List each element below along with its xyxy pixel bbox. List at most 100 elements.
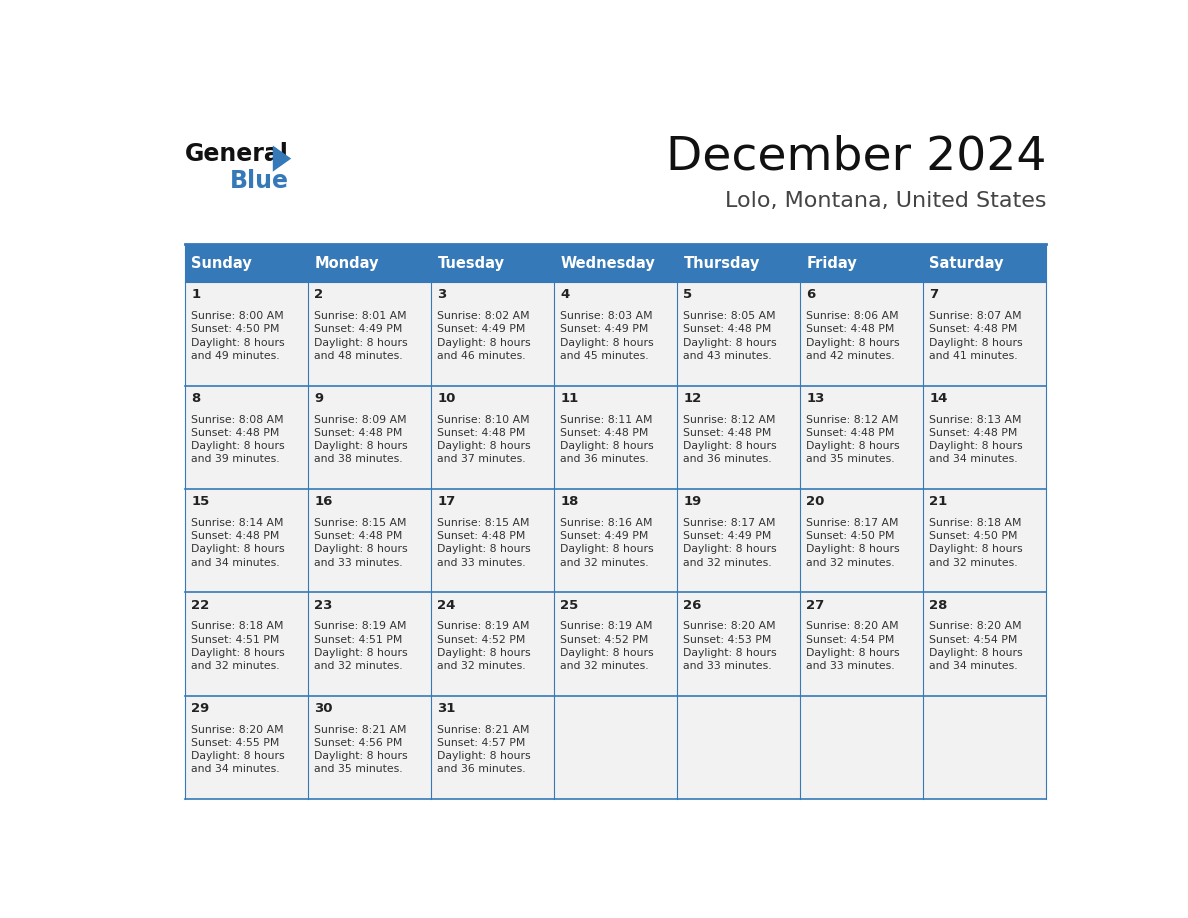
Bar: [677, 696, 801, 800]
Text: 7: 7: [929, 288, 939, 301]
Text: Sunrise: 8:11 AM
Sunset: 4:48 PM
Daylight: 8 hours
and 36 minutes.: Sunrise: 8:11 AM Sunset: 4:48 PM Dayligh…: [561, 415, 655, 465]
Text: Sunrise: 8:18 AM
Sunset: 4:50 PM
Daylight: 8 hours
and 32 minutes.: Sunrise: 8:18 AM Sunset: 4:50 PM Dayligh…: [929, 518, 1023, 567]
Text: Sunrise: 8:19 AM
Sunset: 4:52 PM
Daylight: 8 hours
and 32 minutes.: Sunrise: 8:19 AM Sunset: 4:52 PM Dayligh…: [437, 621, 531, 671]
Text: December 2024: December 2024: [665, 135, 1047, 180]
Text: Sunrise: 8:12 AM
Sunset: 4:48 PM
Daylight: 8 hours
and 36 minutes.: Sunrise: 8:12 AM Sunset: 4:48 PM Dayligh…: [683, 415, 777, 465]
Bar: [923, 592, 1047, 696]
Text: Lolo, Montana, United States: Lolo, Montana, United States: [725, 192, 1047, 211]
Text: 5: 5: [683, 288, 693, 301]
Text: 23: 23: [315, 599, 333, 611]
Bar: [555, 386, 677, 489]
Text: 31: 31: [437, 702, 456, 715]
Bar: [185, 592, 309, 696]
Bar: [309, 244, 431, 282]
Bar: [677, 489, 801, 592]
Text: Sunrise: 8:08 AM
Sunset: 4:48 PM
Daylight: 8 hours
and 39 minutes.: Sunrise: 8:08 AM Sunset: 4:48 PM Dayligh…: [191, 415, 285, 465]
Text: 10: 10: [437, 392, 456, 405]
Text: 30: 30: [315, 702, 333, 715]
Text: 8: 8: [191, 392, 201, 405]
Text: General: General: [185, 142, 289, 166]
Text: Sunrise: 8:21 AM
Sunset: 4:57 PM
Daylight: 8 hours
and 36 minutes.: Sunrise: 8:21 AM Sunset: 4:57 PM Dayligh…: [437, 725, 531, 775]
Text: Sunrise: 8:00 AM
Sunset: 4:50 PM
Daylight: 8 hours
and 49 minutes.: Sunrise: 8:00 AM Sunset: 4:50 PM Dayligh…: [191, 311, 285, 361]
Bar: [555, 696, 677, 800]
Text: Sunrise: 8:14 AM
Sunset: 4:48 PM
Daylight: 8 hours
and 34 minutes.: Sunrise: 8:14 AM Sunset: 4:48 PM Dayligh…: [191, 518, 285, 567]
Bar: [555, 489, 677, 592]
Text: Sunrise: 8:09 AM
Sunset: 4:48 PM
Daylight: 8 hours
and 38 minutes.: Sunrise: 8:09 AM Sunset: 4:48 PM Dayligh…: [315, 415, 409, 465]
Bar: [555, 592, 677, 696]
Text: Sunrise: 8:13 AM
Sunset: 4:48 PM
Daylight: 8 hours
and 34 minutes.: Sunrise: 8:13 AM Sunset: 4:48 PM Dayligh…: [929, 415, 1023, 465]
Text: 3: 3: [437, 288, 447, 301]
Text: Friday: Friday: [807, 256, 857, 271]
Text: 29: 29: [191, 702, 210, 715]
Text: Sunrise: 8:02 AM
Sunset: 4:49 PM
Daylight: 8 hours
and 46 minutes.: Sunrise: 8:02 AM Sunset: 4:49 PM Dayligh…: [437, 311, 531, 361]
Text: Sunrise: 8:12 AM
Sunset: 4:48 PM
Daylight: 8 hours
and 35 minutes.: Sunrise: 8:12 AM Sunset: 4:48 PM Dayligh…: [807, 415, 901, 465]
Text: Sunday: Sunday: [191, 256, 252, 271]
Bar: [801, 244, 923, 282]
Bar: [923, 696, 1047, 800]
Text: Sunrise: 8:19 AM
Sunset: 4:52 PM
Daylight: 8 hours
and 32 minutes.: Sunrise: 8:19 AM Sunset: 4:52 PM Dayligh…: [561, 621, 655, 671]
Bar: [801, 592, 923, 696]
Text: Thursday: Thursday: [683, 256, 760, 271]
Bar: [555, 282, 677, 386]
Text: Sunrise: 8:05 AM
Sunset: 4:48 PM
Daylight: 8 hours
and 43 minutes.: Sunrise: 8:05 AM Sunset: 4:48 PM Dayligh…: [683, 311, 777, 361]
Bar: [431, 696, 555, 800]
Text: 14: 14: [929, 392, 948, 405]
Text: 20: 20: [807, 496, 824, 509]
Text: 26: 26: [683, 599, 702, 611]
Bar: [309, 386, 431, 489]
Text: Sunrise: 8:21 AM
Sunset: 4:56 PM
Daylight: 8 hours
and 35 minutes.: Sunrise: 8:21 AM Sunset: 4:56 PM Dayligh…: [315, 725, 409, 775]
Bar: [923, 244, 1047, 282]
Text: 12: 12: [683, 392, 702, 405]
Bar: [185, 244, 309, 282]
Text: 13: 13: [807, 392, 824, 405]
Bar: [431, 244, 555, 282]
Text: Sunrise: 8:06 AM
Sunset: 4:48 PM
Daylight: 8 hours
and 42 minutes.: Sunrise: 8:06 AM Sunset: 4:48 PM Dayligh…: [807, 311, 901, 361]
Text: Sunrise: 8:10 AM
Sunset: 4:48 PM
Daylight: 8 hours
and 37 minutes.: Sunrise: 8:10 AM Sunset: 4:48 PM Dayligh…: [437, 415, 531, 465]
Text: Sunrise: 8:19 AM
Sunset: 4:51 PM
Daylight: 8 hours
and 32 minutes.: Sunrise: 8:19 AM Sunset: 4:51 PM Dayligh…: [315, 621, 409, 671]
Bar: [185, 489, 309, 592]
Text: 22: 22: [191, 599, 210, 611]
Bar: [801, 696, 923, 800]
Text: 16: 16: [315, 496, 333, 509]
Text: 21: 21: [929, 496, 948, 509]
Text: Tuesday: Tuesday: [437, 256, 505, 271]
Bar: [923, 282, 1047, 386]
Text: 11: 11: [561, 392, 579, 405]
Bar: [677, 592, 801, 696]
Text: 19: 19: [683, 496, 702, 509]
Text: Blue: Blue: [229, 169, 289, 193]
Bar: [677, 386, 801, 489]
Text: 15: 15: [191, 496, 210, 509]
Bar: [923, 386, 1047, 489]
Text: 28: 28: [929, 599, 948, 611]
Bar: [431, 386, 555, 489]
Bar: [309, 489, 431, 592]
Bar: [923, 489, 1047, 592]
Bar: [309, 696, 431, 800]
Bar: [677, 244, 801, 282]
Text: Sunrise: 8:20 AM
Sunset: 4:54 PM
Daylight: 8 hours
and 33 minutes.: Sunrise: 8:20 AM Sunset: 4:54 PM Dayligh…: [807, 621, 901, 671]
Text: 27: 27: [807, 599, 824, 611]
Bar: [431, 489, 555, 592]
Text: 1: 1: [191, 288, 201, 301]
Text: Sunrise: 8:20 AM
Sunset: 4:55 PM
Daylight: 8 hours
and 34 minutes.: Sunrise: 8:20 AM Sunset: 4:55 PM Dayligh…: [191, 725, 285, 775]
Text: Sunrise: 8:07 AM
Sunset: 4:48 PM
Daylight: 8 hours
and 41 minutes.: Sunrise: 8:07 AM Sunset: 4:48 PM Dayligh…: [929, 311, 1023, 361]
Text: Monday: Monday: [315, 256, 379, 271]
Bar: [801, 489, 923, 592]
Text: Sunrise: 8:17 AM
Sunset: 4:49 PM
Daylight: 8 hours
and 32 minutes.: Sunrise: 8:17 AM Sunset: 4:49 PM Dayligh…: [683, 518, 777, 567]
Polygon shape: [273, 145, 291, 172]
Text: 2: 2: [315, 288, 323, 301]
Text: 9: 9: [315, 392, 323, 405]
Text: Sunrise: 8:15 AM
Sunset: 4:48 PM
Daylight: 8 hours
and 33 minutes.: Sunrise: 8:15 AM Sunset: 4:48 PM Dayligh…: [315, 518, 409, 567]
Text: Sunrise: 8:15 AM
Sunset: 4:48 PM
Daylight: 8 hours
and 33 minutes.: Sunrise: 8:15 AM Sunset: 4:48 PM Dayligh…: [437, 518, 531, 567]
Text: 25: 25: [561, 599, 579, 611]
Bar: [185, 282, 309, 386]
Text: 24: 24: [437, 599, 456, 611]
Bar: [309, 282, 431, 386]
Bar: [431, 282, 555, 386]
Text: 18: 18: [561, 496, 579, 509]
Text: Sunrise: 8:16 AM
Sunset: 4:49 PM
Daylight: 8 hours
and 32 minutes.: Sunrise: 8:16 AM Sunset: 4:49 PM Dayligh…: [561, 518, 655, 567]
Text: Sunrise: 8:18 AM
Sunset: 4:51 PM
Daylight: 8 hours
and 32 minutes.: Sunrise: 8:18 AM Sunset: 4:51 PM Dayligh…: [191, 621, 285, 671]
Text: 17: 17: [437, 496, 456, 509]
Bar: [801, 386, 923, 489]
